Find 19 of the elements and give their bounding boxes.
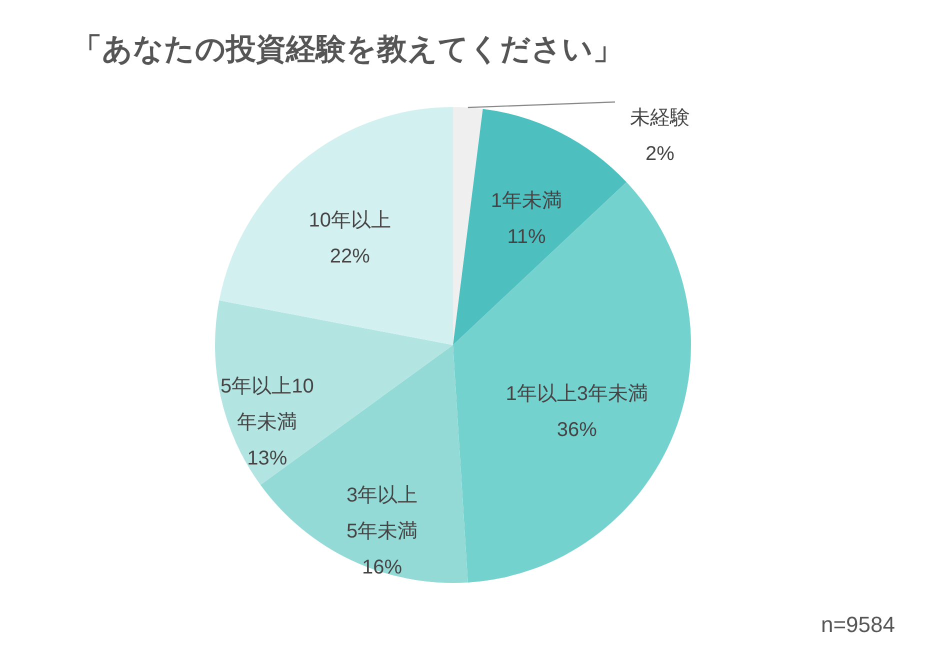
data-label: 11%: [507, 226, 546, 248]
data-label: 22%: [330, 245, 370, 268]
chart-title: 「あなたの投資経験を教えてください」: [72, 33, 623, 66]
data-label: 36%: [556, 419, 598, 442]
pie-slice: [453, 182, 691, 583]
data-label: 16%: [362, 556, 402, 579]
slice-label: 3年以上5年未満: [346, 484, 418, 543]
data-label: 13%: [247, 448, 288, 470]
slice-label: 10年以上: [308, 209, 391, 232]
pie-slice: [215, 300, 453, 485]
slice-label: 1年未満: [490, 190, 562, 212]
data-label: 2%: [646, 143, 675, 165]
pie-slice: [219, 107, 453, 345]
slice-label: 未経験: [630, 107, 690, 129]
slice-label: 1年以上3年未満: [506, 383, 648, 406]
pie-slice: [453, 108, 626, 345]
text: n=9584: [820, 612, 895, 637]
pie-slice: [453, 107, 483, 345]
slice-label: 5年以上10年未満: [220, 376, 314, 434]
